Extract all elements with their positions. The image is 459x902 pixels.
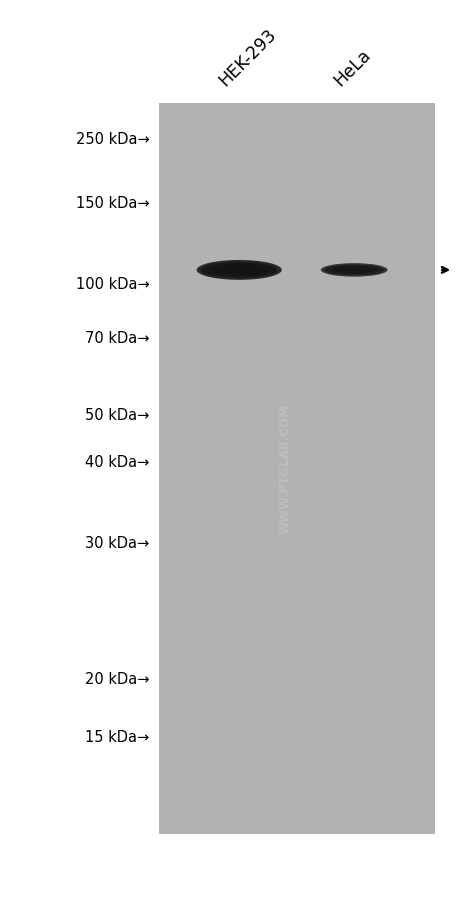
Ellipse shape <box>330 267 377 274</box>
Ellipse shape <box>337 268 370 273</box>
Ellipse shape <box>201 262 277 279</box>
Ellipse shape <box>324 265 383 276</box>
Text: 20 kDa→: 20 kDa→ <box>85 671 149 686</box>
Text: HeLa: HeLa <box>329 46 373 90</box>
Ellipse shape <box>209 264 269 277</box>
Text: 40 kDa→: 40 kDa→ <box>85 455 149 469</box>
Bar <box>158 104 434 834</box>
Text: 70 kDa→: 70 kDa→ <box>85 331 149 345</box>
Text: 150 kDa→: 150 kDa→ <box>76 196 149 210</box>
Text: WWW.PTGLAB.COM: WWW.PTGLAB.COM <box>278 404 291 534</box>
Ellipse shape <box>196 261 281 281</box>
Text: HEK-293: HEK-293 <box>214 26 279 90</box>
Text: 250 kDa→: 250 kDa→ <box>76 133 149 147</box>
Text: 50 kDa→: 50 kDa→ <box>85 408 149 422</box>
Text: 100 kDa→: 100 kDa→ <box>76 277 149 291</box>
Ellipse shape <box>320 263 386 278</box>
Text: 15 kDa→: 15 kDa→ <box>85 730 149 744</box>
Text: 30 kDa→: 30 kDa→ <box>85 536 149 550</box>
Ellipse shape <box>218 267 260 274</box>
